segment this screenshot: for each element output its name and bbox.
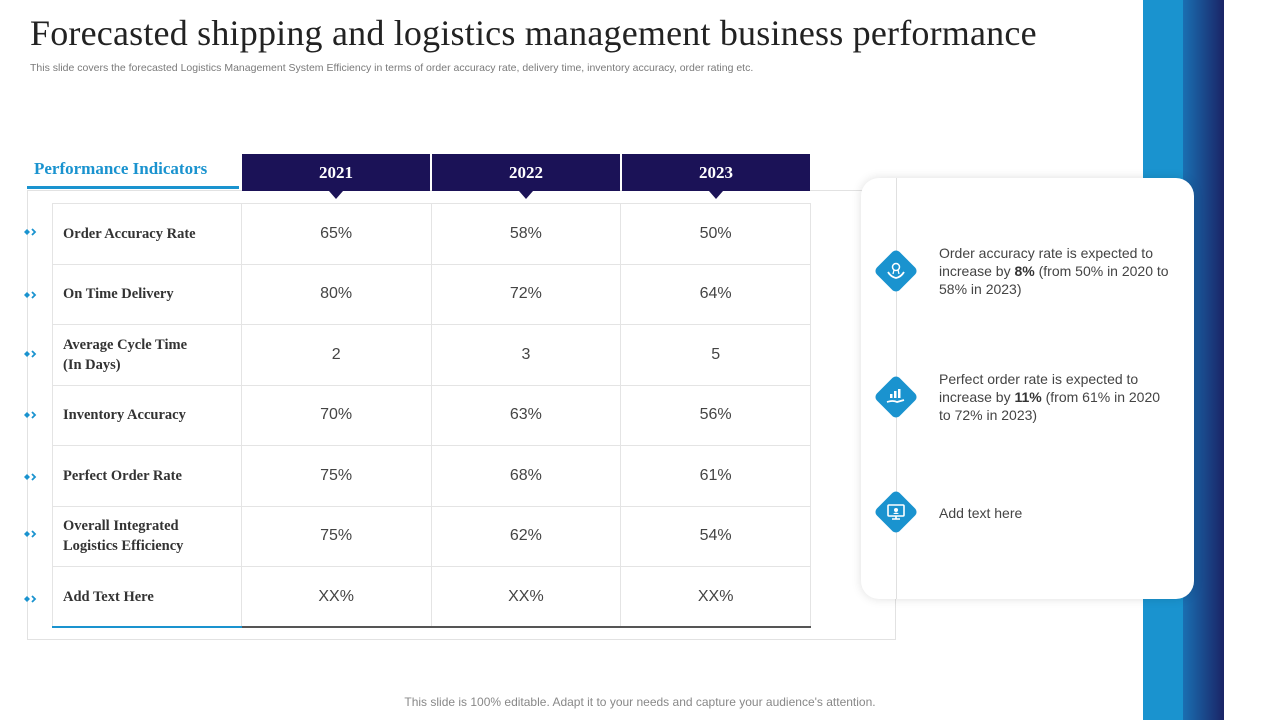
value-cell: 72% [432, 264, 622, 324]
year-header-2022: 2022 [432, 154, 620, 199]
table-row: Perfect Order Rate 75% 68% 61% [52, 445, 812, 506]
hands-award-icon [873, 248, 919, 294]
page-title: Forecasted shipping and logistics manage… [30, 13, 1037, 53]
row-label: Overall Integrated Logistics Efficiency [52, 506, 242, 566]
monitor-presentation-icon [873, 489, 919, 535]
row-bullet-icon [24, 228, 37, 236]
hand-chart-icon [873, 374, 919, 420]
table-row: On Time Delivery 80% 72% 64% [52, 263, 812, 324]
callout-text-1: Order accuracy rate is expected to incre… [939, 245, 1169, 297]
year-label: 2022 [509, 162, 543, 182]
value-cell: 54% [621, 506, 812, 566]
table-row: Inventory Accuracy 70% 63% 56% [52, 384, 812, 445]
value-cell: 64% [621, 264, 812, 324]
year-header-2021: 2021 [242, 154, 430, 199]
indicator-header: Performance Indicators [34, 159, 208, 178]
value-cell: 80% [242, 264, 432, 324]
value-cell: 62% [432, 506, 622, 566]
callout-text-3: Add text here [939, 505, 1023, 521]
year-label: 2021 [319, 162, 353, 182]
value-cell: 75% [242, 506, 432, 566]
value-cell: 3 [432, 325, 622, 385]
table-row: Average Cycle Time (In Days) 2 3 5 [52, 324, 812, 385]
row-label-text: Overall Integrated Logistics Efficiency [63, 518, 184, 555]
value-cell: 75% [242, 446, 432, 506]
value-cell: XX% [242, 567, 432, 627]
page-subtitle: This slide covers the forecasted Logisti… [30, 62, 754, 74]
value-cell: 58% [432, 204, 622, 264]
table-row: Add Text Here XX% XX% XX% [52, 566, 812, 627]
value-cell: 5 [621, 325, 812, 385]
year-header-2023: 2023 [622, 154, 810, 199]
row-bullet-icon [24, 530, 37, 538]
value-cell: 2 [242, 325, 432, 385]
value-cell: 70% [242, 385, 432, 445]
indicator-underline [27, 186, 239, 189]
value-cell: 63% [432, 385, 622, 445]
callout-text-2: Perfect order rate is expected to increa… [939, 371, 1161, 423]
row-label: Perfect Order Rate [52, 446, 242, 506]
value-cell: 56% [621, 385, 812, 445]
value-cell: 61% [621, 446, 812, 506]
row-label: Average Cycle Time (In Days) [52, 325, 242, 385]
table-row: Overall Integrated Logistics Efficiency … [52, 505, 812, 566]
row-bullet-icon [24, 473, 37, 481]
row-label: On Time Delivery [52, 264, 242, 324]
row-bullet-icon [24, 350, 37, 358]
value-cell: 65% [242, 204, 432, 264]
value-cell: XX% [432, 567, 622, 627]
row-label: Add Text Here [52, 567, 242, 627]
value-cell: 68% [432, 446, 622, 506]
performance-table: Order Accuracy Rate 65% 58% 50% On Time … [52, 203, 812, 627]
row-label: Inventory Accuracy [52, 385, 242, 445]
table-bottom-accent [52, 626, 242, 628]
table-row: Order Accuracy Rate 65% 58% 50% [52, 203, 812, 264]
row-label: Order Accuracy Rate [52, 204, 242, 264]
row-bullet-icon [24, 411, 37, 419]
footer-note: This slide is 100% editable. Adapt it to… [404, 695, 876, 709]
value-cell: XX% [621, 567, 812, 627]
row-label-text: Average Cycle Time (In Days) [63, 336, 188, 373]
year-notch [329, 191, 343, 199]
year-label: 2023 [699, 162, 733, 182]
row-bullet-icon [24, 291, 37, 299]
table-bottom-rule [242, 626, 811, 628]
value-cell: 50% [621, 204, 812, 264]
insights-card [861, 178, 1194, 599]
year-notch [519, 191, 533, 199]
year-notch [709, 191, 723, 199]
row-bullet-icon [24, 595, 37, 603]
